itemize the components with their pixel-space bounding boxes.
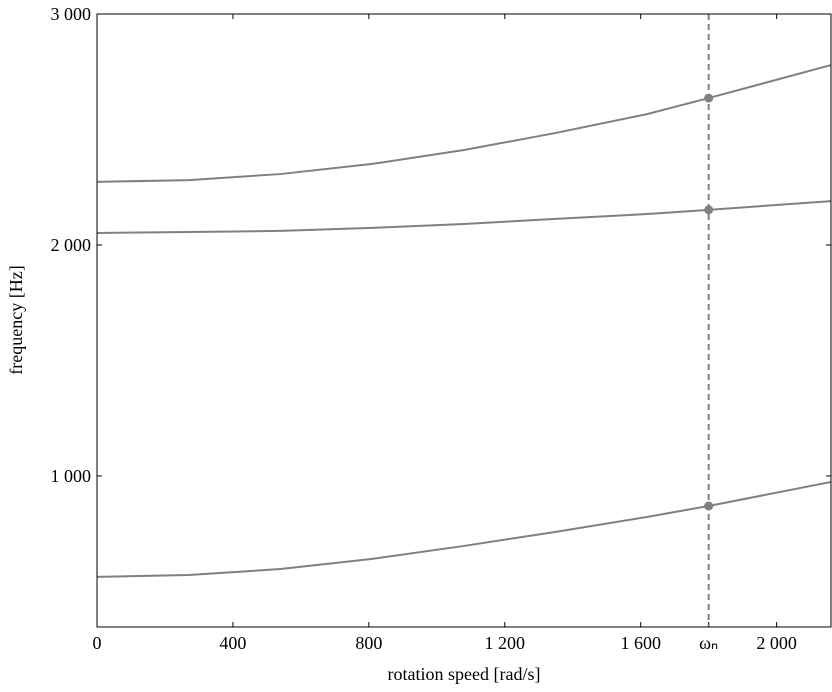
x-tick-label: 400 [219,633,246,653]
marker [704,205,714,215]
x-tick-label: 1 200 [485,633,526,653]
plot-frame [96,13,832,628]
x-tick-label: 2 000 [756,633,797,653]
y-tick-label: 3 000 [51,4,92,24]
x-axis-label: rotation speed [rad/s] [388,664,541,684]
x-tick-label: ωₙ [699,633,718,653]
marker [704,501,714,511]
series-line [96,480,832,578]
series-line [96,64,832,183]
y-axis-label: frequency [Hz] [6,265,26,374]
series-line [96,200,832,234]
y-tick-label: 1 000 [51,466,92,486]
y-tick-label: 2 000 [51,235,92,255]
x-tick-label: 0 [93,633,102,653]
marker [704,93,714,103]
x-tick-label: 800 [355,633,382,653]
x-tick-label: 1 600 [620,633,661,653]
